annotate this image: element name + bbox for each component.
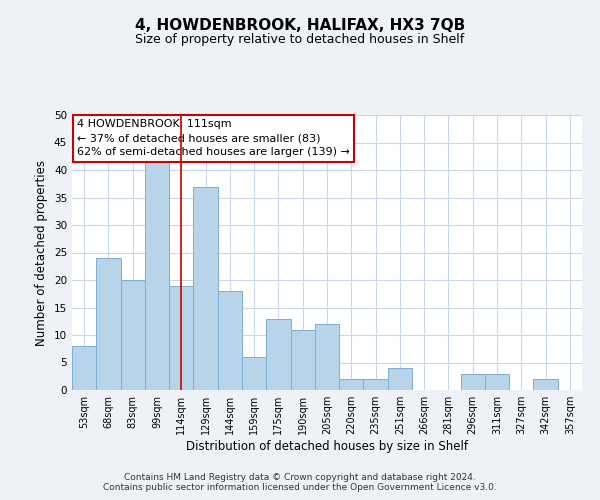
Bar — [242, 357, 266, 390]
Bar — [339, 379, 364, 390]
Bar — [121, 280, 145, 390]
Bar — [485, 374, 509, 390]
Text: 4, HOWDENBROOK, HALIFAX, HX3 7QB: 4, HOWDENBROOK, HALIFAX, HX3 7QB — [135, 18, 465, 32]
Bar — [315, 324, 339, 390]
Bar — [96, 258, 121, 390]
Text: Contains HM Land Registry data © Crown copyright and database right 2024.: Contains HM Land Registry data © Crown c… — [124, 474, 476, 482]
Bar — [169, 286, 193, 390]
Text: 4 HOWDENBROOK: 111sqm
← 37% of detached houses are smaller (83)
62% of semi-deta: 4 HOWDENBROOK: 111sqm ← 37% of detached … — [77, 119, 350, 157]
Bar — [533, 379, 558, 390]
Text: Contains public sector information licensed under the Open Government Licence v3: Contains public sector information licen… — [103, 484, 497, 492]
Bar — [218, 291, 242, 390]
Bar — [461, 374, 485, 390]
Text: Size of property relative to detached houses in Shelf: Size of property relative to detached ho… — [136, 32, 464, 46]
Bar — [72, 346, 96, 390]
Y-axis label: Number of detached properties: Number of detached properties — [35, 160, 49, 346]
Bar — [266, 318, 290, 390]
X-axis label: Distribution of detached houses by size in Shelf: Distribution of detached houses by size … — [186, 440, 468, 453]
Bar — [290, 330, 315, 390]
Bar — [193, 186, 218, 390]
Bar — [145, 159, 169, 390]
Bar — [364, 379, 388, 390]
Bar — [388, 368, 412, 390]
